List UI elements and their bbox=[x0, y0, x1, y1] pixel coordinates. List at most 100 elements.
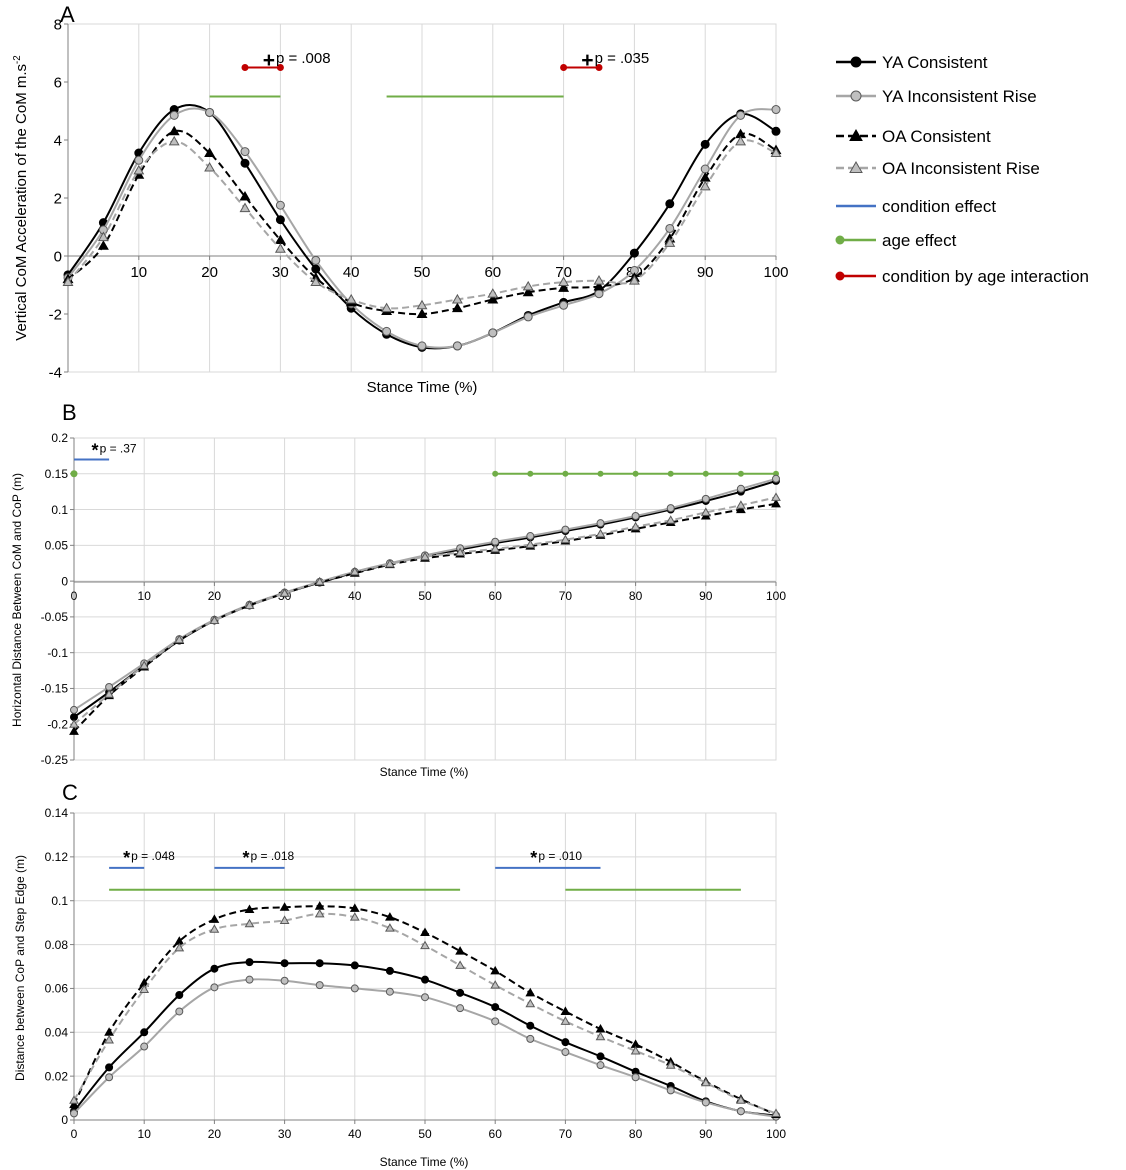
p-value-annotation: +p = .008 bbox=[263, 49, 331, 72]
data-point bbox=[736, 1095, 746, 1104]
data-point bbox=[134, 155, 144, 165]
data-point bbox=[175, 991, 184, 1000]
significance-dot bbox=[702, 470, 709, 477]
data-point bbox=[350, 984, 359, 993]
data-point bbox=[700, 507, 711, 516]
x-tick-label: 30 bbox=[272, 264, 289, 281]
x-tick-label: 100 bbox=[763, 264, 788, 281]
data-point bbox=[700, 164, 710, 174]
data-point bbox=[451, 293, 463, 304]
y-axis-label: Horizontal Distance Between CoM and CoP … bbox=[10, 473, 24, 727]
x-tick-label: 80 bbox=[629, 1127, 643, 1141]
data-point bbox=[133, 164, 145, 175]
legend-marker bbox=[850, 56, 862, 68]
x-tick-label: 100 bbox=[766, 1127, 786, 1141]
data-point bbox=[736, 500, 746, 509]
legend-marker bbox=[850, 90, 862, 102]
data-point bbox=[349, 903, 360, 912]
y-tick-label: 0.2 bbox=[51, 431, 68, 445]
data-point bbox=[168, 135, 180, 146]
data-point bbox=[772, 474, 780, 483]
significance-endpoint bbox=[560, 64, 568, 71]
x-tick-label: 30 bbox=[278, 1127, 292, 1141]
data-point bbox=[522, 286, 534, 297]
p-value-text: p = .37 bbox=[100, 441, 137, 455]
data-point bbox=[523, 312, 533, 322]
data-point bbox=[736, 110, 746, 120]
data-point bbox=[417, 341, 427, 351]
x-tick-label: 20 bbox=[208, 1127, 222, 1141]
data-point bbox=[561, 525, 570, 534]
legend: YA Consistent YA Inconsistent Rise OA Cons… bbox=[835, 53, 1089, 286]
data-point bbox=[525, 987, 536, 997]
data-point bbox=[522, 280, 534, 291]
data-point bbox=[628, 275, 640, 285]
legend-marker bbox=[849, 160, 863, 173]
data-point bbox=[455, 547, 465, 557]
y-tick-label: 0.06 bbox=[45, 982, 69, 996]
x-tick-label: 20 bbox=[208, 589, 222, 603]
data-point bbox=[210, 983, 219, 992]
y-tick-label: 0.05 bbox=[45, 539, 69, 553]
data-point bbox=[275, 200, 285, 210]
data-point bbox=[314, 908, 325, 918]
y-tick-label: -4 bbox=[49, 364, 62, 381]
data-point bbox=[245, 958, 254, 967]
data-point bbox=[314, 576, 325, 586]
significance-symbol: + bbox=[581, 49, 593, 72]
significance-dot bbox=[597, 470, 604, 477]
y-tick-label: 0.08 bbox=[45, 938, 69, 952]
data-point bbox=[526, 1021, 535, 1030]
x-axis-label: Stance Time (%) bbox=[380, 1155, 469, 1169]
data-point bbox=[70, 705, 78, 714]
data-point bbox=[385, 923, 395, 932]
data-point bbox=[490, 543, 501, 553]
data-point bbox=[279, 588, 290, 597]
data-point bbox=[105, 1073, 114, 1082]
data-point bbox=[140, 1028, 149, 1037]
y-tick-label: 0.15 bbox=[45, 467, 69, 481]
significance-endpoint bbox=[595, 64, 603, 71]
x-tick-label: 60 bbox=[484, 264, 501, 281]
data-point bbox=[490, 965, 501, 975]
data-point bbox=[526, 532, 535, 541]
significance-dot bbox=[737, 470, 744, 477]
legend-label: condition effect bbox=[882, 197, 996, 216]
data-point bbox=[491, 1017, 500, 1026]
data-point bbox=[629, 248, 639, 258]
p-value-text: p = .008 bbox=[276, 50, 331, 67]
legend-label: YA Inconsistent Rise bbox=[882, 87, 1037, 106]
data-point bbox=[104, 689, 114, 698]
data-point bbox=[310, 276, 322, 287]
data-point bbox=[209, 924, 220, 933]
data-point bbox=[420, 551, 430, 561]
p-value-text: p = .035 bbox=[595, 50, 650, 67]
data-point bbox=[559, 300, 569, 310]
data-point bbox=[210, 964, 219, 973]
data-point bbox=[666, 1086, 675, 1095]
x-tick-label: 40 bbox=[348, 589, 362, 603]
x-tick-label: 20 bbox=[201, 264, 218, 281]
data-point bbox=[105, 1063, 114, 1072]
data-point bbox=[245, 975, 254, 984]
data-point bbox=[385, 912, 395, 921]
data-point bbox=[664, 237, 676, 247]
data-point bbox=[280, 976, 289, 985]
data-point bbox=[455, 946, 465, 955]
data-point bbox=[139, 984, 150, 994]
legend-marker bbox=[835, 271, 845, 281]
data-point bbox=[315, 959, 324, 968]
data-point bbox=[771, 105, 781, 115]
legend-label: OA Consistent bbox=[882, 127, 991, 146]
data-point bbox=[451, 302, 463, 313]
significance-symbol: * bbox=[123, 848, 130, 868]
data-point bbox=[69, 726, 79, 735]
data-point bbox=[139, 660, 150, 670]
data-point bbox=[736, 504, 746, 514]
x-tick-label: 90 bbox=[697, 264, 714, 281]
data-point bbox=[345, 293, 357, 304]
x-tick-label: 10 bbox=[130, 264, 147, 281]
data-point bbox=[350, 961, 359, 970]
significance-dot bbox=[527, 470, 534, 477]
